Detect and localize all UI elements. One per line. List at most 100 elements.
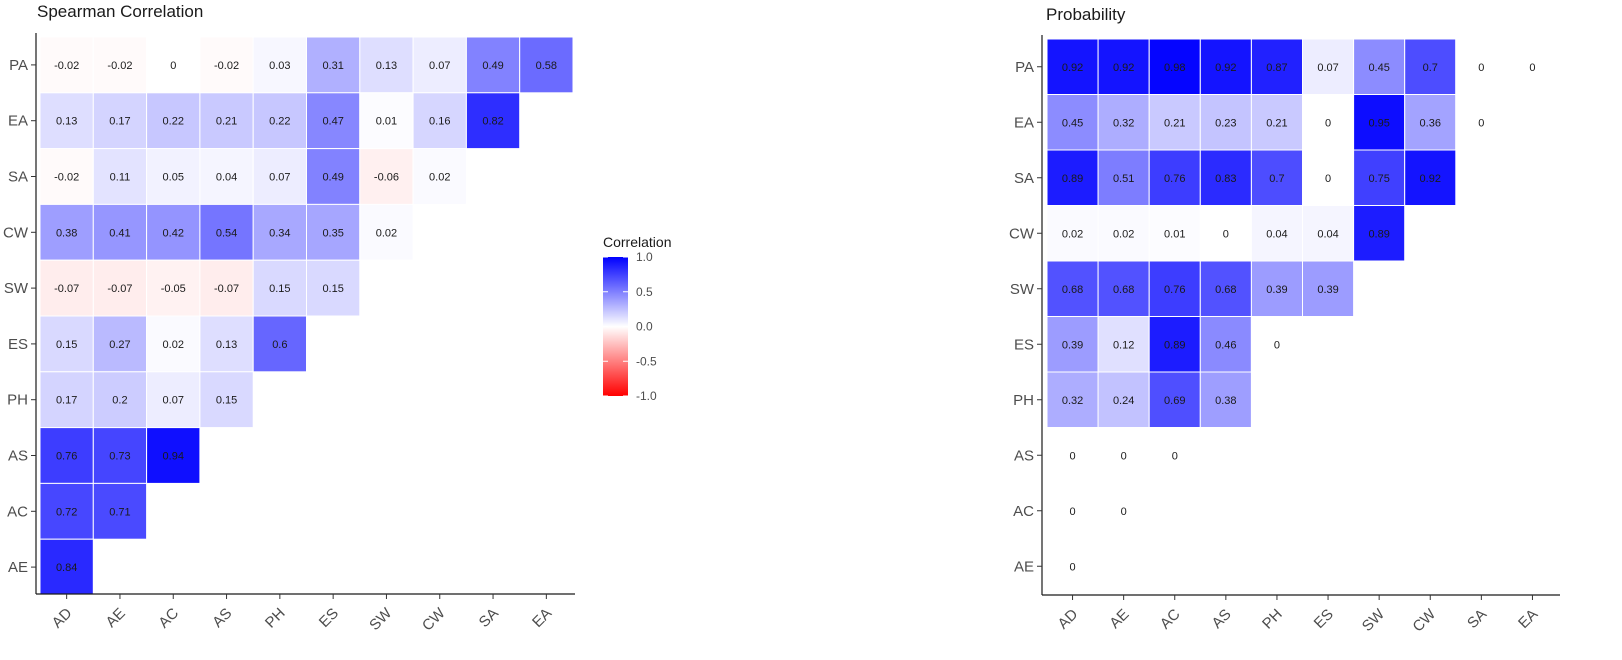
cell-value-label: 0.49 <box>482 60 503 72</box>
cell-value-label: 0.15 <box>56 339 77 351</box>
y-tick-label: AE <box>1014 558 1034 575</box>
cell-value-label: 0.01 <box>376 116 397 128</box>
cell-value-label: 0.54 <box>216 227 237 239</box>
x-tick-label: PH <box>1259 606 1286 633</box>
x-tick-label: CW <box>419 604 449 634</box>
cell-value-label: -0.06 <box>374 172 399 184</box>
cell-value-label: 0 <box>1121 506 1127 518</box>
x-tick-label: SW <box>366 604 396 634</box>
heatmap-cell <box>1455 94 1508 151</box>
cell-value-label: 0.92 <box>1113 62 1134 74</box>
legend-tick-label: -0.5 <box>636 354 657 368</box>
heatmap-cell <box>519 36 574 94</box>
cell-value-label: 0.36 <box>1420 117 1441 129</box>
cell-value-label: 0.15 <box>216 395 237 407</box>
heatmap-cell <box>1046 94 1099 151</box>
cell-value-label: 0.15 <box>322 283 343 295</box>
x-tick-label: AS <box>1209 606 1235 632</box>
heatmap-cell <box>92 92 148 150</box>
cell-value-label: 0.47 <box>322 116 343 128</box>
y-tick-label: AS <box>8 448 28 465</box>
heatmap-cell <box>306 148 361 205</box>
cell-value-label: 0.21 <box>216 116 237 128</box>
heatmap-cell <box>1046 427 1099 484</box>
cell-value-label: 0.13 <box>56 116 77 128</box>
heatmap-cell <box>1148 38 1201 95</box>
cell-value-label: 0.22 <box>163 116 184 128</box>
cell-value-label: 0.32 <box>1113 117 1134 129</box>
cell-value-label: 0.12 <box>1113 339 1134 351</box>
y-tick-label: PH <box>1013 392 1034 409</box>
heatmap-cell <box>306 259 361 317</box>
x-tick-label: EA <box>1515 606 1541 632</box>
cell-value-label: 0.68 <box>1062 284 1083 296</box>
cell-value-label: 0.27 <box>109 339 130 351</box>
heatmap-cell <box>1097 316 1150 373</box>
cell-value-label: -0.07 <box>54 283 79 295</box>
cell-value-label: 0.51 <box>1113 173 1134 185</box>
cell-value-label: 0.03 <box>269 60 290 72</box>
heatmap-panel-1: Spearman Correlation -0.02 -0.02 0 -0.02 0.03… <box>3 2 575 635</box>
heatmap-cell <box>39 482 94 540</box>
cell-value-label: 0.76 <box>56 451 77 463</box>
cell-value-label: 0.34 <box>269 227 290 239</box>
cell-value-label: 0.23 <box>1215 117 1236 129</box>
cell-value-label: 0.21 <box>1164 117 1185 129</box>
y-tick-label: AS <box>1014 447 1034 464</box>
cell-value-label: 0.7 <box>1423 62 1438 74</box>
y-tick-label: AC <box>1013 503 1034 520</box>
heatmap-cell <box>1046 371 1099 428</box>
cell-value-label: 0.02 <box>376 227 397 239</box>
heatmap-cell <box>1250 94 1304 151</box>
y-tick-label: EA <box>8 113 28 130</box>
heatmap-cell <box>1302 94 1355 151</box>
heatmap-cell <box>1506 38 1559 95</box>
cell-value-label: 0.94 <box>163 451 184 463</box>
y-tick-label: PH <box>7 392 28 409</box>
cell-value-label: 0.35 <box>322 227 343 239</box>
cell-value-label: 0.39 <box>1062 339 1083 351</box>
y-tick-label: ES <box>1014 336 1034 353</box>
cell-value-label: 0.13 <box>376 60 397 72</box>
cell-value-label: 0.39 <box>1266 284 1287 296</box>
cell-value-label: 0.17 <box>109 116 130 128</box>
x-tick-label: AC <box>155 605 182 632</box>
cell-value-label: 0.07 <box>269 172 290 184</box>
cell-value-label: 0.58 <box>536 60 557 72</box>
heatmap-cell <box>1199 149 1252 206</box>
heatmap-cell <box>1046 205 1099 262</box>
y-tick-label: PA <box>9 57 28 74</box>
heatmap-cell <box>39 427 94 484</box>
cell-value-label: 0.73 <box>109 451 130 463</box>
heatmap-cell <box>199 203 254 261</box>
y-tick-label: CW <box>1009 225 1035 242</box>
cell-value-label: -0.05 <box>161 283 186 295</box>
heatmap-cell <box>146 36 201 94</box>
x-tick-label: SA <box>476 605 502 631</box>
heatmap-cell <box>92 203 148 261</box>
heatmap-cell <box>412 92 467 150</box>
y-tick-label: SW <box>1010 281 1035 298</box>
cell-value-label: 0.22 <box>269 116 290 128</box>
cell-value-label: 0 <box>1172 450 1178 462</box>
y-tick-label: PA <box>1015 59 1034 76</box>
x-tick-label: SA <box>1464 606 1490 632</box>
heatmap-cell <box>39 371 94 429</box>
cell-value-label: 0.49 <box>322 172 343 184</box>
cell-value-label: 0.42 <box>163 227 184 239</box>
cell-value-label: 0 <box>1069 561 1075 573</box>
x-tick-label: AE <box>1106 606 1132 632</box>
y-tick-label: AE <box>8 559 28 576</box>
heatmap-cell <box>39 203 94 261</box>
cell-value-label: 0 <box>1325 173 1331 185</box>
cell-value-label: 0.69 <box>1164 395 1185 407</box>
cell-value-label: 0 <box>1529 62 1535 74</box>
heatmap-cell <box>1148 427 1201 484</box>
cell-value-label: 0.45 <box>1368 62 1389 74</box>
cell-value-label: 0.68 <box>1113 284 1134 296</box>
heatmap-cell <box>92 259 148 317</box>
heatmap-cell <box>92 371 148 429</box>
cell-value-label: 0.6 <box>272 339 287 351</box>
